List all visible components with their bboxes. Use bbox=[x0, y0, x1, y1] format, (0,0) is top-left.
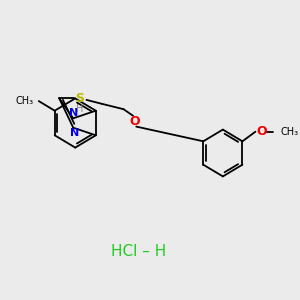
Text: S: S bbox=[76, 92, 85, 105]
Text: HCl – H: HCl – H bbox=[111, 244, 166, 260]
Text: CH₃: CH₃ bbox=[15, 96, 34, 106]
Text: O: O bbox=[129, 115, 140, 128]
Text: N: N bbox=[69, 108, 78, 118]
Text: O: O bbox=[256, 125, 267, 138]
Text: H: H bbox=[76, 104, 83, 114]
Text: CH₃: CH₃ bbox=[280, 127, 298, 137]
Text: N: N bbox=[70, 128, 79, 138]
